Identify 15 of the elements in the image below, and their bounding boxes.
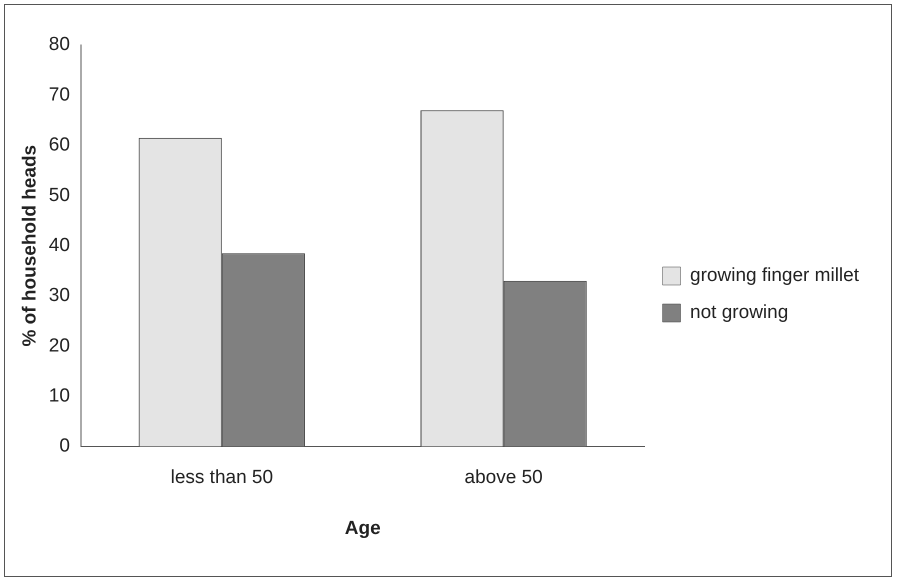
- legend-label: not growing: [690, 302, 788, 324]
- y-tick-label: 20: [48, 335, 70, 356]
- y-tick-label: 60: [48, 134, 70, 156]
- x-tick-label: less than 50: [170, 467, 274, 488]
- y-tick-label: 80: [48, 34, 70, 56]
- y-tick-label: 10: [48, 385, 70, 406]
- y-tick-label: 30: [48, 285, 70, 306]
- x-axis-title: Age: [344, 518, 381, 539]
- y-tick-label: 70: [48, 84, 70, 106]
- x-tick-label: above 50: [464, 467, 543, 488]
- y-tick-label: 40: [48, 234, 70, 256]
- legend-label: growing finger millet: [690, 265, 860, 286]
- y-axis-title: % of household heads: [20, 144, 41, 347]
- y-tick-label: 50: [48, 184, 70, 206]
- y-tick-label: 0: [59, 436, 70, 457]
